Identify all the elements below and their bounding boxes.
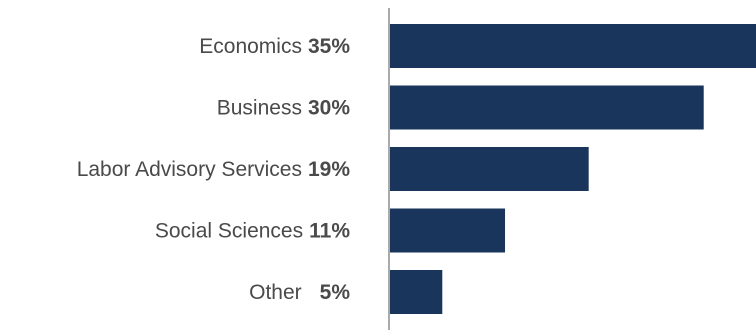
bar-0 [390, 24, 756, 68]
bars [390, 24, 756, 314]
bar-label-3: Social Sciences 11% [155, 220, 350, 243]
bar-label-2: Labor Advisory Services 19% [77, 158, 351, 181]
value-label: 5% [320, 281, 351, 304]
value-label: 30% [308, 97, 350, 120]
category-labels: Economics 35% Business 30% Labor Advisory Se… [77, 35, 351, 304]
bar-3 [390, 208, 506, 253]
bar-label-0: Economics 35% [199, 35, 350, 58]
value-label: 11% [309, 220, 350, 243]
category-label: Labor Advisory Services [77, 158, 302, 181]
category-label: Social Sciences [155, 220, 303, 243]
category-label: Business [217, 97, 302, 120]
bar-1 [390, 85, 704, 130]
bar-label-1: Business 30% [217, 97, 351, 120]
value-label: 19% [308, 158, 350, 181]
value-label: 35% [308, 35, 350, 58]
bar-4 [390, 270, 443, 314]
category-label: Economics [199, 35, 302, 58]
bar-2 [390, 147, 589, 191]
category-label: Other [249, 281, 302, 304]
bar-label-4: Other 5% [249, 281, 350, 304]
